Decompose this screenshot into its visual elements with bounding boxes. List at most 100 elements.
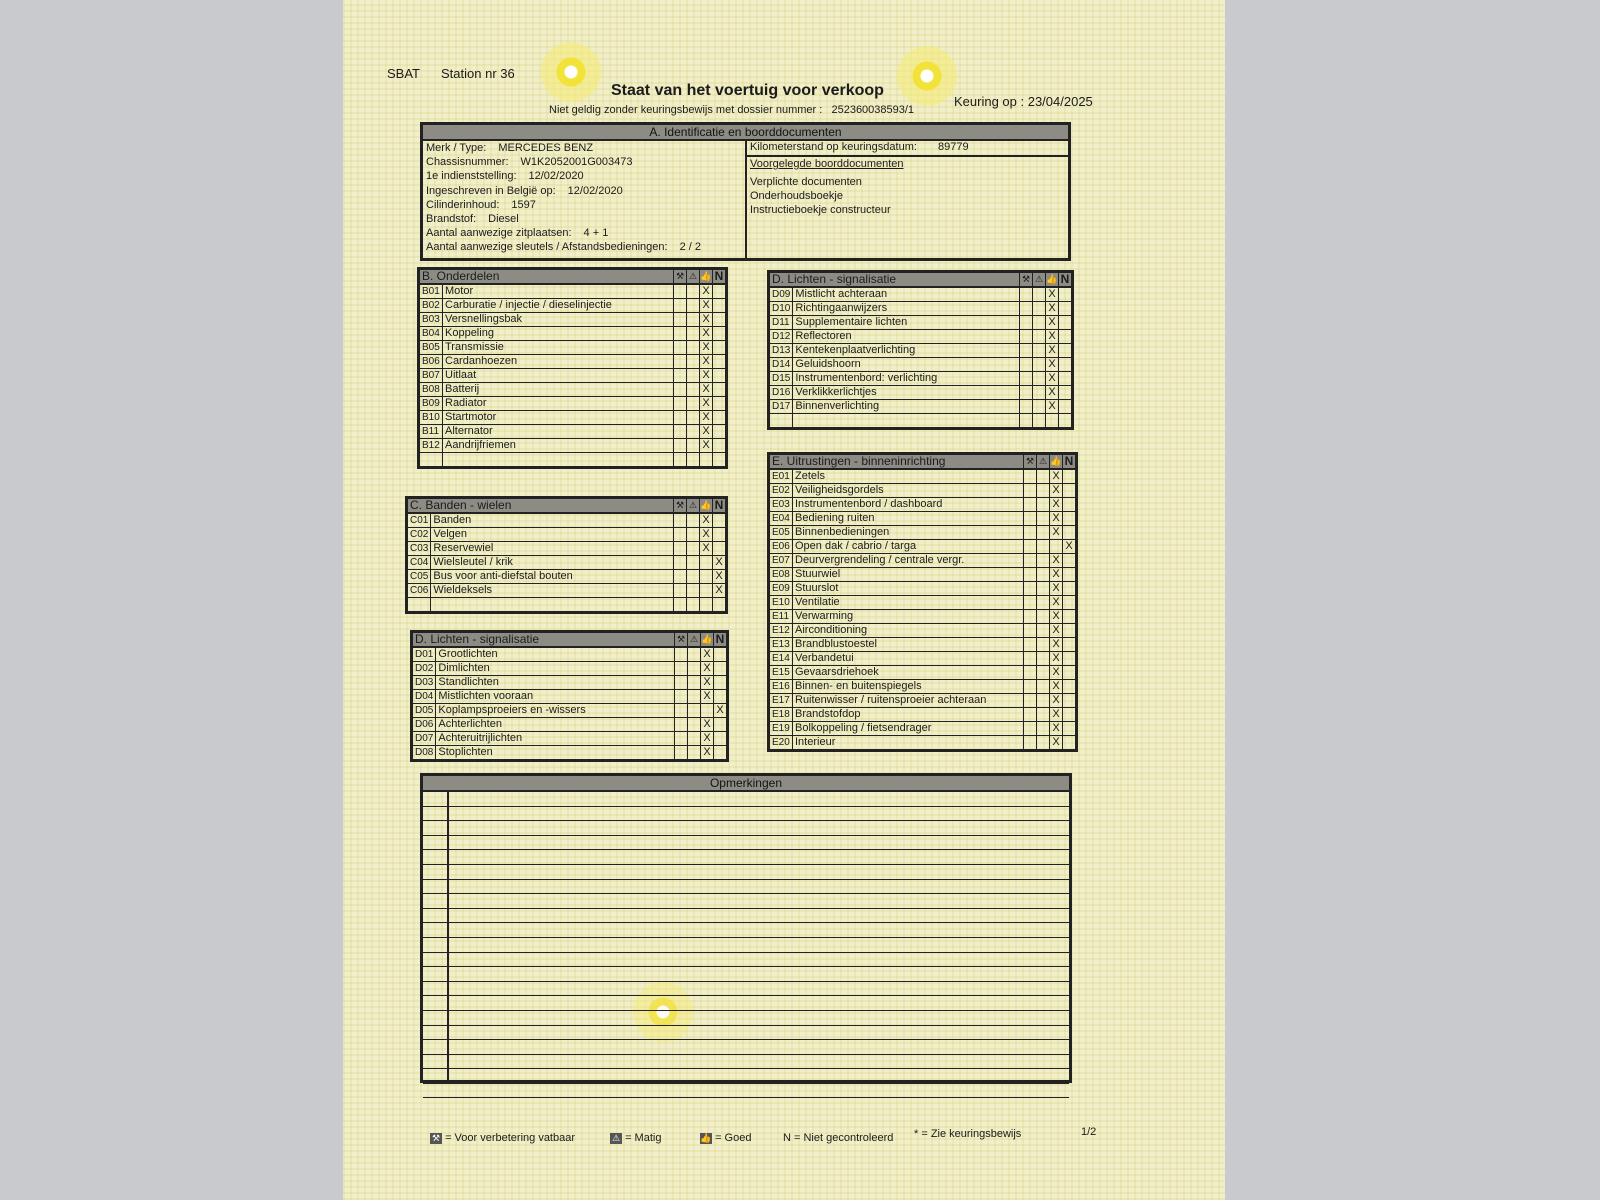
mark-cell-warning[interactable] <box>1036 609 1050 624</box>
mark-cell-good[interactable]: X <box>699 512 713 528</box>
mark-cell-repair[interactable] <box>1023 707 1037 722</box>
mark-cell-not-checked[interactable] <box>1062 665 1076 680</box>
mark-cell-repair[interactable] <box>1023 595 1037 610</box>
mark-cell-good[interactable]: X <box>1049 581 1063 596</box>
mark-cell-good[interactable]: X <box>700 675 714 690</box>
mark-cell-repair[interactable] <box>674 745 688 760</box>
remark-line[interactable] <box>423 1011 1069 1026</box>
mark-cell-repair[interactable] <box>674 689 688 704</box>
mark-cell-repair[interactable] <box>673 583 687 598</box>
mark-cell-warning[interactable] <box>687 689 701 704</box>
mark-cell-warning[interactable] <box>687 646 701 662</box>
mark-cell-warning[interactable] <box>686 368 700 383</box>
mark-cell-good[interactable]: X <box>1045 399 1059 414</box>
mark-cell-not-checked[interactable] <box>1062 525 1076 540</box>
mark-cell-repair[interactable] <box>1019 315 1033 330</box>
mark-cell-repair[interactable] <box>673 438 687 453</box>
mark-cell-good[interactable]: X <box>1045 329 1059 344</box>
mark-cell-warning[interactable] <box>1036 581 1050 596</box>
mark-cell-warning[interactable] <box>686 312 700 327</box>
mark-cell-not-checked[interactable] <box>1062 637 1076 652</box>
mark-cell-warning[interactable] <box>1032 286 1046 302</box>
mark-cell-not-checked[interactable] <box>1058 329 1072 344</box>
mark-cell-good[interactable]: X <box>1045 357 1059 372</box>
mark-cell-repair[interactable] <box>1023 553 1037 568</box>
mark-cell-warning[interactable] <box>1032 399 1046 414</box>
mark-cell-not-checked[interactable] <box>712 298 726 313</box>
mark-cell-not-checked[interactable] <box>712 368 726 383</box>
mark-cell-good[interactable]: X <box>1049 721 1063 736</box>
mark-cell-repair[interactable] <box>1023 567 1037 582</box>
mark-cell-repair[interactable] <box>673 569 687 584</box>
mark-cell-warning[interactable] <box>686 527 700 542</box>
mark-cell-good[interactable]: X <box>1049 525 1063 540</box>
mark-cell-good[interactable] <box>1049 539 1063 554</box>
mark-cell-repair[interactable] <box>673 382 687 397</box>
mark-cell-repair[interactable] <box>673 396 687 411</box>
mark-cell-not-checked[interactable] <box>712 312 726 327</box>
mark-cell-good[interactable]: X <box>699 424 713 439</box>
mark-cell-not-checked[interactable] <box>1062 511 1076 526</box>
mark-cell-warning[interactable] <box>1032 343 1046 358</box>
mark-cell-warning[interactable] <box>686 283 700 299</box>
mark-cell-not-checked[interactable] <box>1062 581 1076 596</box>
mark-cell-warning[interactable] <box>1036 735 1050 750</box>
mark-cell-repair[interactable] <box>674 731 688 746</box>
mark-cell-repair[interactable] <box>674 717 688 732</box>
mark-cell-repair[interactable] <box>1023 693 1037 708</box>
mark-cell-not-checked[interactable] <box>1062 693 1076 708</box>
mark-cell-not-checked[interactable] <box>1058 357 1072 372</box>
mark-cell-good[interactable] <box>700 703 714 718</box>
mark-cell-good[interactable]: X <box>1049 623 1063 638</box>
mark-cell-not-checked[interactable] <box>1062 721 1076 736</box>
remark-line[interactable] <box>423 1055 1069 1070</box>
mark-cell-warning[interactable] <box>1036 539 1050 554</box>
remark-line[interactable] <box>423 880 1069 895</box>
mark-cell-good[interactable]: X <box>1049 693 1063 708</box>
mark-cell-good[interactable]: X <box>1045 343 1059 358</box>
mark-cell-good[interactable]: X <box>1045 385 1059 400</box>
mark-cell-warning[interactable] <box>1036 693 1050 708</box>
mark-cell-good[interactable]: X <box>700 661 714 676</box>
mark-cell-good[interactable]: X <box>699 340 713 355</box>
mark-cell-not-checked[interactable] <box>1062 623 1076 638</box>
mark-cell-not-checked[interactable]: X <box>712 555 726 570</box>
mark-cell-good[interactable]: X <box>699 368 713 383</box>
mark-cell-warning[interactable] <box>686 555 700 570</box>
mark-cell-warning[interactable] <box>1032 329 1046 344</box>
mark-cell-repair[interactable] <box>1023 665 1037 680</box>
mark-cell-not-checked[interactable] <box>1058 343 1072 358</box>
mark-cell-warning[interactable] <box>1036 679 1050 694</box>
mark-cell-not-checked[interactable] <box>712 382 726 397</box>
mark-cell-good[interactable]: X <box>700 731 714 746</box>
mark-cell-good[interactable]: X <box>1049 609 1063 624</box>
mark-cell-not-checked[interactable]: X <box>1062 539 1076 554</box>
mark-cell-warning[interactable] <box>686 382 700 397</box>
mark-cell-repair[interactable] <box>673 298 687 313</box>
mark-cell-not-checked[interactable] <box>713 675 727 690</box>
mark-cell-repair[interactable] <box>673 512 687 528</box>
mark-cell-repair[interactable] <box>1019 286 1033 302</box>
remark-line[interactable] <box>423 894 1069 909</box>
mark-cell-warning[interactable] <box>1032 315 1046 330</box>
mark-cell-good[interactable]: X <box>699 396 713 411</box>
mark-cell-repair[interactable] <box>1023 483 1037 498</box>
remark-line[interactable] <box>423 807 1069 822</box>
mark-cell-not-checked[interactable] <box>1062 707 1076 722</box>
mark-cell-warning[interactable] <box>1032 385 1046 400</box>
mark-cell-not-checked[interactable] <box>712 424 726 439</box>
remark-line[interactable] <box>423 1040 1069 1055</box>
mark-cell-not-checked[interactable] <box>713 661 727 676</box>
mark-cell-warning[interactable] <box>1036 651 1050 666</box>
mark-cell-good[interactable]: X <box>1049 497 1063 512</box>
mark-cell-not-checked[interactable] <box>1062 483 1076 498</box>
mark-cell-not-checked[interactable] <box>713 689 727 704</box>
mark-cell-good[interactable] <box>699 555 713 570</box>
remark-line[interactable] <box>423 821 1069 836</box>
mark-cell-good[interactable]: X <box>1049 735 1063 750</box>
mark-cell-repair[interactable] <box>673 283 687 299</box>
remark-line[interactable] <box>423 996 1069 1011</box>
remark-line[interactable] <box>423 982 1069 997</box>
mark-cell-not-checked[interactable] <box>1062 497 1076 512</box>
mark-cell-repair[interactable] <box>1023 623 1037 638</box>
